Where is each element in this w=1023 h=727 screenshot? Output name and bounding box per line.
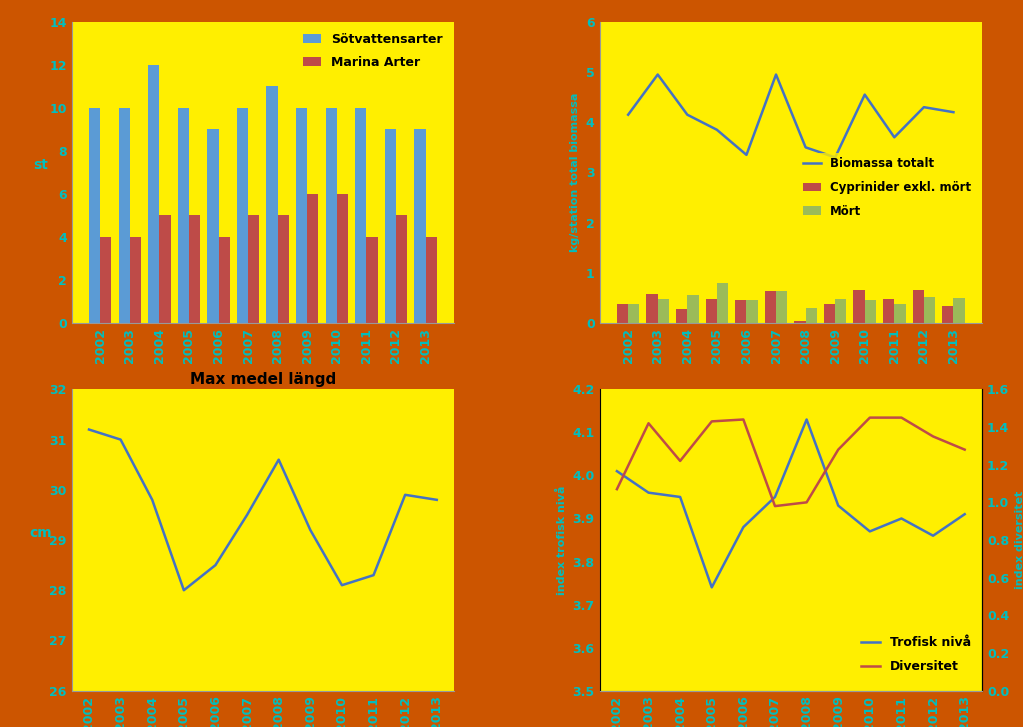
Bar: [208, 129, 219, 323]
Bar: [883, 299, 894, 323]
Trofisk nivå: [738, 523, 750, 531]
Biomassa totalt: [858, 90, 871, 99]
Diversitet: [611, 485, 623, 494]
Biomassa totalt: [947, 108, 960, 116]
Line: Trofisk nivå: Trofisk nivå: [617, 419, 965, 587]
Legend: Sötvattensarter, Marina Arter: Sötvattensarter, Marina Arter: [298, 28, 448, 74]
Diversitet: [832, 445, 844, 454]
Bar: [237, 108, 249, 323]
Bar: [953, 298, 965, 323]
Bar: [776, 292, 788, 323]
Bar: [894, 304, 905, 323]
Bar: [266, 87, 277, 323]
Trofisk nivå: [674, 493, 686, 502]
Diversitet: [895, 413, 907, 422]
Y-axis label: st: st: [34, 158, 48, 172]
Diversitet: [738, 415, 750, 424]
Bar: [366, 237, 377, 323]
Biomassa totalt: [918, 103, 930, 111]
Bar: [835, 299, 846, 323]
Legend: Trofisk nivå, Diversitet: Trofisk nivå, Diversitet: [856, 631, 976, 678]
Bar: [249, 215, 260, 323]
Biomassa totalt: [681, 111, 694, 119]
Line: Diversitet: Diversitet: [617, 417, 965, 506]
Diversitet: [642, 419, 655, 427]
Title: Max medel längd: Max medel längd: [189, 371, 336, 387]
Bar: [296, 108, 307, 323]
Bar: [658, 299, 669, 323]
Bar: [647, 294, 658, 323]
Biomassa totalt: [652, 71, 664, 79]
Bar: [325, 108, 337, 323]
Bar: [617, 304, 628, 323]
Bar: [426, 237, 437, 323]
Diversitet: [706, 417, 718, 426]
Bar: [307, 194, 318, 323]
Bar: [89, 108, 100, 323]
Bar: [942, 305, 953, 323]
Bar: [913, 291, 924, 323]
Trofisk nivå: [706, 583, 718, 592]
Bar: [676, 309, 687, 323]
Bar: [794, 321, 805, 323]
Bar: [355, 108, 366, 323]
Bar: [148, 65, 160, 323]
Diversitet: [674, 457, 686, 465]
Biomassa totalt: [711, 125, 723, 134]
Bar: [130, 237, 141, 323]
Trofisk nivå: [927, 531, 939, 540]
Line: Biomassa totalt: Biomassa totalt: [628, 75, 953, 157]
Bar: [765, 292, 776, 323]
Bar: [628, 304, 639, 323]
Trofisk nivå: [895, 514, 907, 523]
Bar: [189, 215, 201, 323]
Trofisk nivå: [863, 527, 876, 536]
Biomassa totalt: [799, 143, 811, 152]
Bar: [687, 295, 699, 323]
Bar: [337, 194, 348, 323]
Bar: [385, 129, 396, 323]
Diversitet: [800, 498, 812, 507]
Bar: [924, 297, 935, 323]
Trofisk nivå: [800, 415, 812, 424]
Trofisk nivå: [959, 510, 971, 518]
Diversitet: [959, 445, 971, 454]
Bar: [100, 237, 112, 323]
Legend: Biomassa totalt, Cyprinider exkl. mört, Mört: Biomassa totalt, Cyprinider exkl. mört, …: [799, 153, 976, 222]
Y-axis label: cm: cm: [30, 526, 52, 540]
Bar: [824, 304, 835, 323]
Bar: [736, 300, 747, 323]
Biomassa totalt: [622, 111, 634, 119]
Bar: [747, 300, 758, 323]
Trofisk nivå: [769, 493, 782, 502]
Bar: [706, 299, 717, 323]
Diversitet: [769, 502, 782, 510]
Bar: [396, 215, 407, 323]
Bar: [219, 237, 230, 323]
Biomassa totalt: [829, 153, 841, 161]
Biomassa totalt: [741, 150, 753, 159]
Y-axis label: index trofisk nivå: index trofisk nivå: [557, 486, 567, 595]
Bar: [864, 300, 876, 323]
Bar: [805, 308, 816, 323]
Bar: [119, 108, 130, 323]
Bar: [160, 215, 171, 323]
Trofisk nivå: [642, 489, 655, 497]
Y-axis label: kg/station total biomassa: kg/station total biomassa: [571, 93, 580, 252]
Biomassa totalt: [770, 71, 783, 79]
Biomassa totalt: [888, 133, 900, 142]
Bar: [178, 108, 189, 323]
Bar: [277, 215, 288, 323]
Bar: [414, 129, 426, 323]
Trofisk nivå: [832, 501, 844, 510]
Diversitet: [927, 432, 939, 441]
Y-axis label: index diversitet: index diversitet: [1015, 491, 1023, 589]
Trofisk nivå: [611, 467, 623, 475]
Diversitet: [863, 413, 876, 422]
Bar: [717, 283, 728, 323]
Bar: [853, 291, 864, 323]
